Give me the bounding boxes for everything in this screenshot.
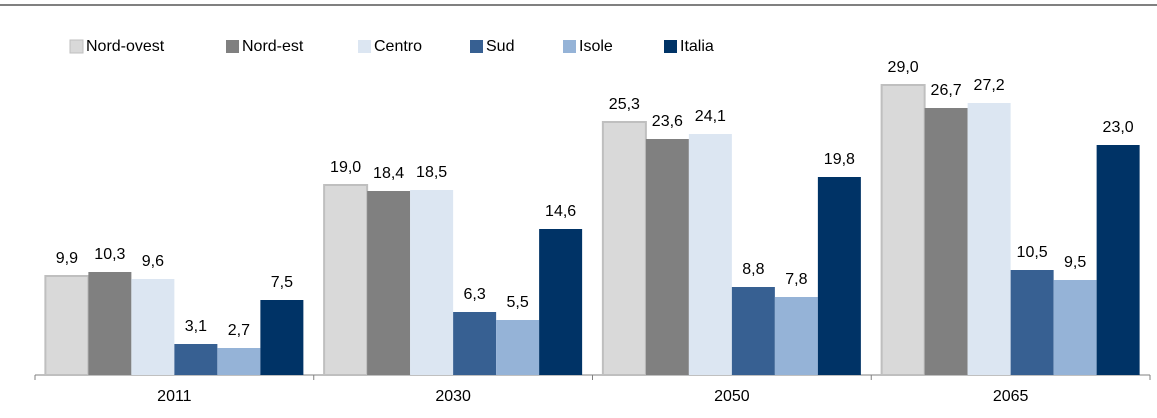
bar — [880, 84, 926, 376]
bar — [645, 139, 689, 375]
bar — [1053, 280, 1097, 375]
value-label: 23,0 — [1103, 119, 1134, 136]
value-label: 25,3 — [609, 96, 640, 113]
value-label: 18,4 — [373, 165, 404, 182]
bar — [731, 287, 775, 375]
value-label: 29,0 — [888, 59, 919, 76]
bar — [924, 108, 968, 375]
bar — [131, 279, 175, 375]
value-label: 8,8 — [742, 261, 764, 278]
legend-swatch — [664, 40, 677, 53]
bar — [410, 190, 454, 375]
value-label: 7,8 — [785, 271, 807, 288]
bar — [367, 191, 411, 375]
bar — [174, 344, 218, 375]
bar — [539, 229, 583, 375]
value-label: 26,7 — [931, 82, 962, 99]
bar — [260, 300, 304, 375]
value-label: 18,5 — [416, 164, 447, 181]
value-label: 10,3 — [94, 246, 125, 263]
x-tick-label: 2011 — [157, 388, 192, 405]
legend-label: Nord-est — [242, 38, 304, 55]
bar — [817, 177, 861, 375]
legend-label: Sud — [486, 38, 514, 55]
bar — [217, 348, 261, 375]
legend-swatch — [226, 40, 239, 53]
value-label: 23,6 — [652, 113, 683, 130]
legend-swatch — [69, 39, 84, 54]
value-label: 7,5 — [271, 274, 293, 291]
bar — [1010, 270, 1054, 375]
value-label: 19,8 — [824, 151, 855, 168]
bar — [601, 121, 647, 376]
value-label: 27,2 — [974, 77, 1005, 94]
bar — [496, 320, 540, 375]
legend-label: Centro — [374, 38, 422, 55]
x-tick-label: 2030 — [435, 388, 471, 405]
value-label: 5,5 — [507, 294, 529, 311]
value-label: 9,5 — [1064, 254, 1086, 271]
value-label: 9,6 — [142, 253, 164, 270]
bar — [44, 275, 90, 376]
legend-swatch — [563, 40, 576, 53]
value-label: 24,1 — [695, 108, 726, 125]
value-label: 3,1 — [185, 318, 207, 335]
legend-label: Nord-ovest — [86, 38, 165, 55]
bar — [323, 184, 369, 376]
value-label: 10,5 — [1017, 244, 1048, 261]
legend-swatch — [470, 40, 483, 53]
bar — [88, 272, 132, 375]
x-tick-label: 2050 — [714, 388, 750, 405]
bar — [774, 297, 818, 375]
value-label: 14,6 — [545, 203, 576, 220]
value-label: 9,9 — [56, 250, 78, 267]
value-label: 19,0 — [330, 159, 361, 176]
bar — [453, 312, 497, 375]
legend-label: Isole — [579, 38, 613, 55]
bar — [688, 134, 732, 375]
value-label: 2,7 — [228, 322, 250, 339]
legend-label: Italia — [680, 38, 714, 55]
value-label: 6,3 — [464, 286, 486, 303]
legend-swatch — [358, 40, 371, 53]
bar — [967, 103, 1011, 375]
x-tick-label: 2065 — [993, 388, 1029, 405]
bar — [1096, 145, 1140, 375]
